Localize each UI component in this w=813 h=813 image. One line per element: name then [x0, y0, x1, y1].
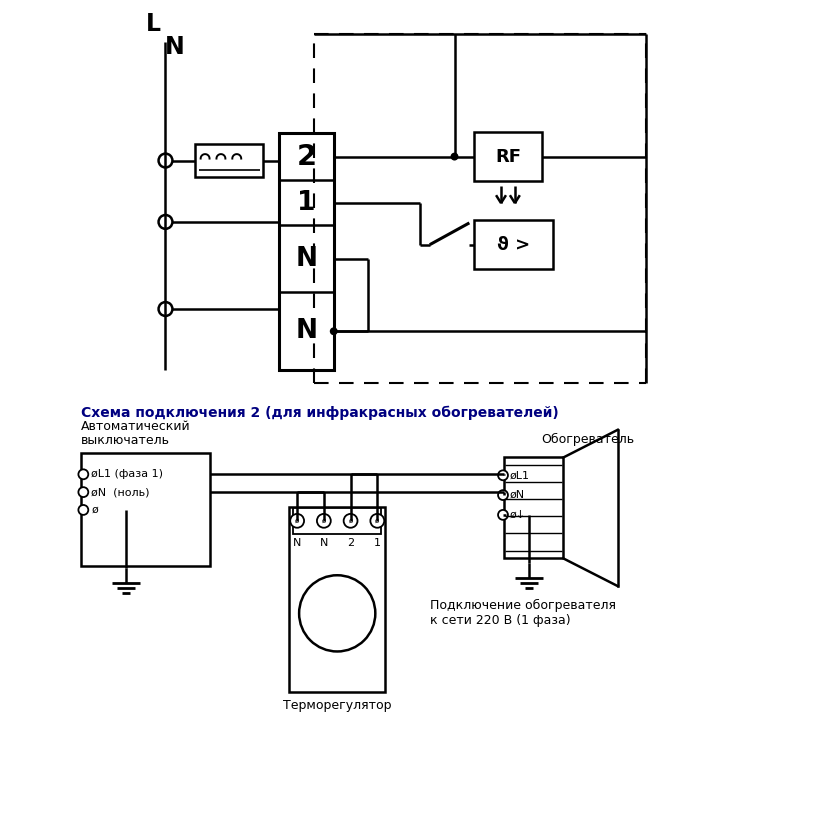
Circle shape: [317, 514, 331, 528]
Text: ø: ø: [349, 518, 353, 524]
Bar: [474, 132, 541, 181]
Bar: [504, 458, 563, 559]
Text: Обогреватель: Обогреватель: [541, 433, 635, 446]
Text: ø↓: ø↓: [510, 510, 526, 520]
Text: Автоматический: Автоматический: [81, 420, 191, 433]
Text: N: N: [293, 537, 302, 548]
Text: øL1 (фаза 1): øL1 (фаза 1): [91, 469, 163, 480]
Text: выключатель: выключатель: [81, 434, 171, 447]
Text: ø: ø: [295, 518, 299, 524]
Circle shape: [371, 514, 385, 528]
Bar: [81, 453, 210, 567]
Circle shape: [78, 505, 89, 515]
Text: к сети 220 В (1 фаза): к сети 220 В (1 фаза): [430, 615, 571, 628]
Text: Терморегулятор: Терморегулятор: [283, 699, 392, 712]
Text: N: N: [296, 246, 318, 272]
Text: ø: ø: [91, 505, 98, 515]
Bar: [280, 133, 334, 371]
Circle shape: [498, 510, 508, 520]
Circle shape: [498, 471, 508, 480]
Text: Схема подключения 2 (для инфракрасных обогревателей): Схема подключения 2 (для инфракрасных об…: [81, 406, 559, 420]
Text: 1: 1: [374, 537, 380, 548]
Text: RF: RF: [495, 148, 521, 166]
Text: øN: øN: [510, 490, 525, 500]
Circle shape: [450, 153, 459, 160]
Text: ø: ø: [322, 518, 326, 524]
Circle shape: [159, 215, 172, 228]
Circle shape: [344, 514, 358, 528]
Text: L: L: [146, 12, 161, 36]
Text: ø: ø: [375, 518, 380, 524]
Circle shape: [78, 469, 89, 479]
Circle shape: [159, 154, 172, 167]
Text: N: N: [296, 318, 318, 344]
Bar: [293, 508, 381, 533]
Text: 2: 2: [297, 142, 316, 171]
Bar: [474, 220, 554, 269]
Bar: [195, 144, 263, 177]
Circle shape: [159, 302, 172, 316]
Text: N: N: [164, 35, 185, 59]
Circle shape: [78, 487, 89, 497]
Text: ϑ >: ϑ >: [498, 236, 530, 254]
Text: 2: 2: [347, 537, 354, 548]
Text: 1: 1: [298, 189, 315, 215]
Text: Подключение обогревателя: Подключение обогревателя: [430, 599, 615, 612]
Circle shape: [330, 328, 337, 335]
Text: øL1: øL1: [510, 470, 530, 480]
Text: øN  (ноль): øN (ноль): [91, 487, 150, 497]
Circle shape: [299, 576, 376, 651]
Bar: [289, 507, 385, 692]
Circle shape: [498, 490, 508, 500]
Circle shape: [290, 514, 304, 528]
Text: N: N: [320, 537, 328, 548]
